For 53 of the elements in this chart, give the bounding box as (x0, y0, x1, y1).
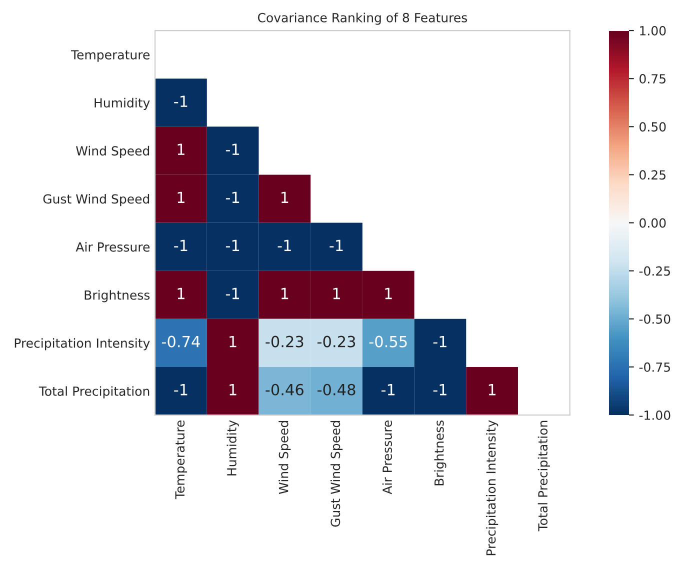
data-label: -1 (174, 384, 188, 396)
data-label: -1 (433, 384, 446, 396)
color-bar-label: -0.25 (639, 266, 670, 276)
x-tick-label: Wind Speed (278, 421, 291, 494)
data-label: 1 (178, 288, 184, 300)
data-label: 1 (178, 144, 184, 155)
color-bar-label: 0.75 (640, 74, 666, 84)
color-bar-label: 0.00 (640, 218, 666, 228)
x-tick-label: Precipitation Intensity (486, 420, 498, 556)
data-label: 1 (385, 288, 392, 300)
data-label: -1 (226, 144, 240, 155)
y-tick-label: Brightness (84, 290, 150, 302)
data-label: -1 (226, 240, 240, 252)
data-label: 1 (281, 192, 288, 203)
color-bar-label: -1.00 (639, 410, 670, 420)
y-tick-label: Wind Speed (76, 146, 150, 158)
color-bar-label: -0.50 (639, 314, 670, 324)
data-label: -1 (278, 240, 291, 252)
y-tick-label: Temperature (70, 50, 150, 62)
data-label: 1 (178, 192, 184, 203)
data-label: -0.23 (266, 336, 304, 348)
data-label: 1 (230, 336, 236, 348)
data-label: -0.55 (369, 336, 407, 348)
data-label: -1 (433, 336, 446, 348)
color-bar-label: 0.25 (640, 170, 666, 180)
data-label: 1 (230, 384, 236, 396)
x-tick-label: Gust Wind Speed (330, 421, 343, 527)
color-bar-label: -0.75 (639, 362, 670, 372)
color-bar-label: 1.00 (640, 26, 666, 36)
data-label: -0.74 (162, 336, 200, 348)
data-label: -0.23 (318, 336, 356, 348)
y-tick-label: Humidity (94, 98, 150, 110)
data-label: 1 (488, 384, 496, 396)
x-tick-label: Humidity (226, 420, 239, 476)
data-label: -1 (174, 96, 188, 107)
y-tick-label: Precipitation Intensity (14, 338, 150, 350)
data-label: -0.46 (266, 384, 304, 396)
data-label: 1 (333, 288, 340, 300)
data-label: -1 (226, 192, 240, 203)
y-tick-label: Air Pressure (76, 242, 150, 252)
data-label: -1 (174, 240, 188, 252)
data-label: -1 (381, 384, 395, 396)
data-label: -1 (330, 240, 343, 252)
x-tick-label: Total Precipitation (538, 420, 550, 532)
data-label: -1 (226, 288, 240, 300)
data-label: 1 (281, 288, 288, 300)
color-bar-label: 0.50 (640, 122, 666, 132)
chart-title: Covariance Ranking of 8 Features (258, 12, 468, 25)
x-tick-label: Brightness (434, 420, 446, 486)
y-tick-label: Gust Wind Speed (43, 194, 150, 206)
y-tick-label: Total Precipitation (38, 386, 150, 398)
x-tick-label: Air Pressure (382, 420, 392, 494)
data-label: -0.48 (318, 384, 356, 396)
